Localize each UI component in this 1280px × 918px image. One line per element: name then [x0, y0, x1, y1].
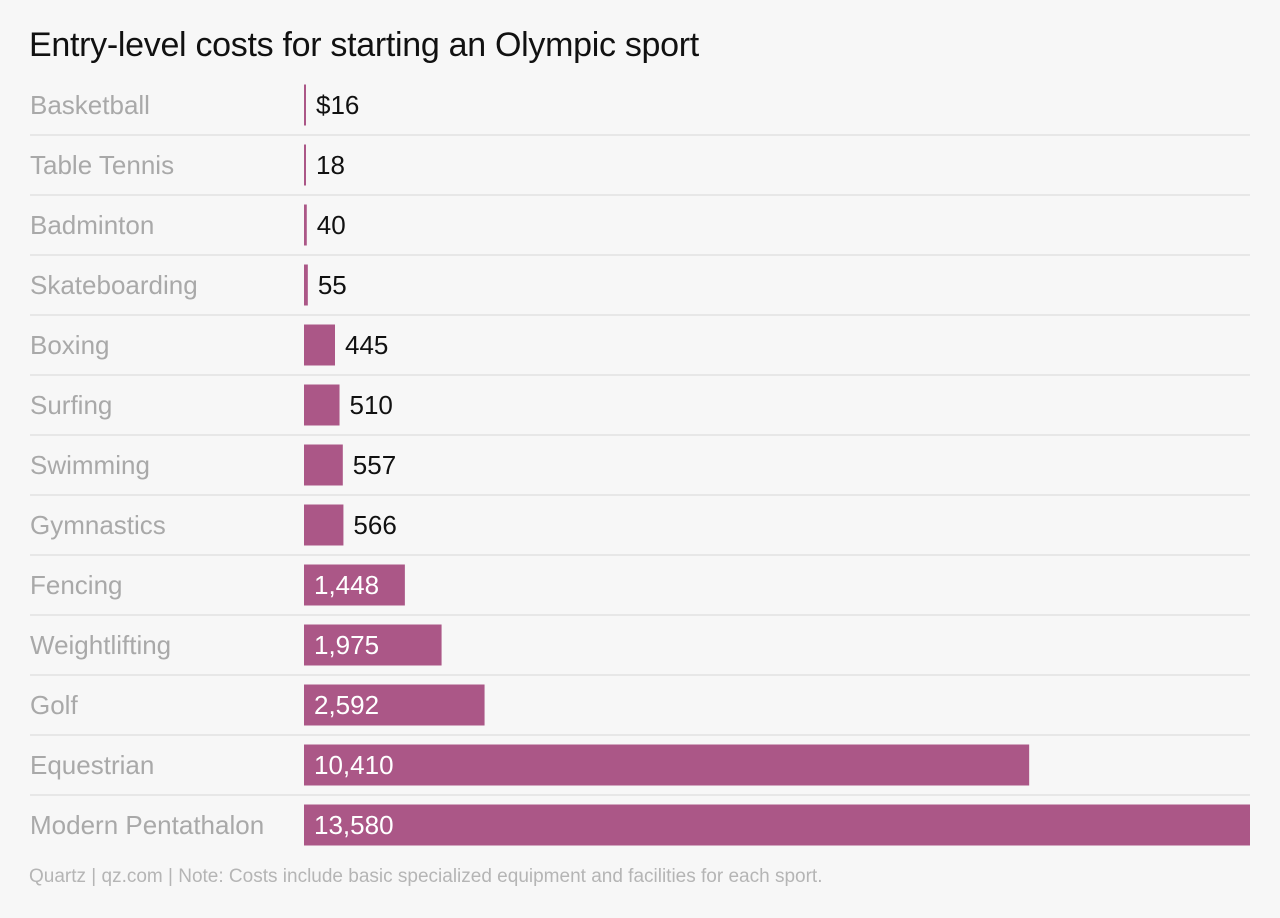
- category-label: Table Tennis: [30, 150, 174, 180]
- bar: [304, 325, 335, 366]
- bar: [304, 745, 1029, 786]
- category-label: Equestrian: [30, 750, 154, 780]
- value-label: 10,410: [314, 750, 394, 780]
- category-label: Swimming: [30, 450, 150, 480]
- value-label: 510: [350, 390, 393, 420]
- value-label: 1,975: [314, 630, 379, 660]
- bar: [304, 805, 1250, 846]
- category-label: Surfing: [30, 390, 112, 420]
- category-label: Weightlifting: [30, 630, 171, 660]
- value-label: 18: [316, 150, 345, 180]
- value-label: 55: [318, 270, 347, 300]
- value-label: 13,580: [314, 810, 394, 840]
- category-label: Skateboarding: [30, 270, 198, 300]
- category-label: Fencing: [30, 570, 123, 600]
- category-label: Badminton: [30, 210, 154, 240]
- bar: [304, 205, 307, 246]
- category-label: Modern Pentathalon: [30, 810, 264, 840]
- value-label: 2,592: [314, 690, 379, 720]
- chart-footer-note: Quartz | qz.com | Note: Costs include ba…: [29, 866, 822, 888]
- value-label: $16: [316, 90, 359, 120]
- category-label: Gymnastics: [30, 510, 166, 540]
- bar: [304, 85, 306, 126]
- bar: [304, 445, 343, 486]
- category-label: Golf: [30, 690, 78, 720]
- value-label: 445: [345, 330, 388, 360]
- bar: [304, 145, 306, 186]
- bar: [304, 385, 340, 426]
- value-label: 1,448: [314, 570, 379, 600]
- bar: [304, 265, 308, 306]
- value-label: 557: [353, 450, 396, 480]
- category-label: Boxing: [30, 330, 110, 360]
- value-label: 40: [317, 210, 346, 240]
- bar-chart: Basketball $16 Table Tennis 18 Badminton 40 Sk…: [0, 0, 1280, 918]
- bar: [304, 505, 343, 546]
- category-label: Basketball: [30, 90, 150, 120]
- value-label: 566: [353, 510, 396, 540]
